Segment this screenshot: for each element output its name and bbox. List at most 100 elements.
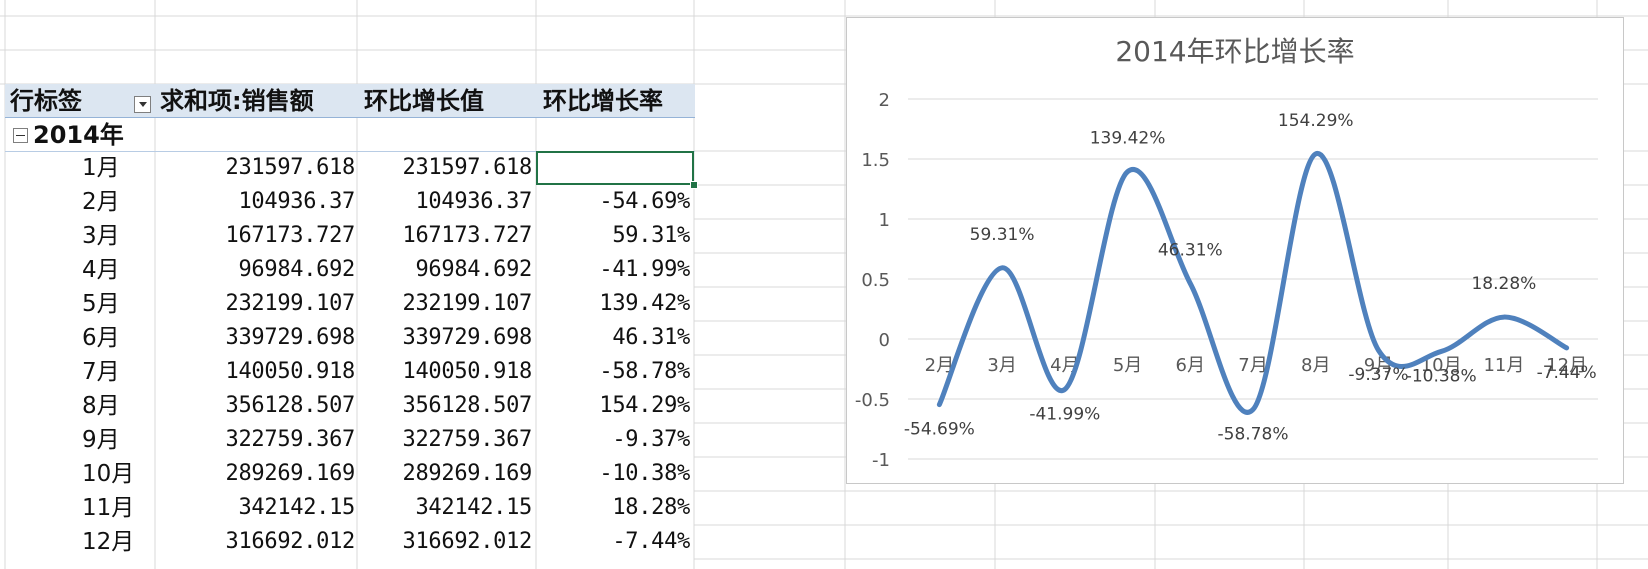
row-month[interactable]: 10月	[82, 461, 135, 487]
y-tick-label: 2	[879, 90, 890, 111]
row-sales[interactable]: 339729.698	[225, 325, 356, 350]
x-tick-label: 2月	[925, 355, 954, 376]
header-sum-sales: 求和项:销售额	[160, 87, 314, 115]
line-chart: 21.510.50-0.5-12月 3月 4月 5月 6月 7月 8月 9月 10月 11月 12月…	[855, 90, 1598, 471]
x-tick-label: 7月	[1238, 355, 1267, 376]
data-point	[1126, 170, 1130, 174]
row-sales[interactable]: 322759.367	[225, 427, 356, 452]
row-sales[interactable]: 104936.37	[238, 189, 355, 214]
row-sales[interactable]: 356128.507	[225, 393, 356, 418]
data-point	[1565, 346, 1569, 350]
data-label: -7.44%	[1537, 363, 1597, 383]
selected-cell[interactable]	[536, 151, 694, 185]
data-label: 59.31%	[970, 225, 1035, 245]
year-label: 2014年	[33, 121, 124, 149]
data-label: 139.42%	[1090, 129, 1166, 149]
row-month[interactable]: 6月	[82, 325, 120, 351]
data-label: -54.69%	[904, 420, 975, 440]
row-mom-value[interactable]: 289269.169	[402, 461, 533, 486]
x-tick-label: 6月	[1176, 355, 1205, 376]
data-point	[1439, 349, 1443, 353]
row-mom-rate[interactable]: -7.44%	[612, 529, 690, 554]
data-point	[1000, 266, 1004, 270]
row-month[interactable]: 8月	[82, 393, 120, 419]
header-row-label: 行标签	[10, 87, 82, 115]
x-tick-label: 10月	[1421, 355, 1462, 376]
x-tick-label: 8月	[1301, 355, 1330, 376]
y-tick-label: 1	[879, 210, 890, 231]
row-label-filter-dropdown-icon[interactable]	[134, 96, 151, 113]
data-point	[1251, 408, 1255, 412]
row-mom-value[interactable]: 339729.698	[402, 325, 533, 350]
data-label: -41.99%	[1029, 404, 1100, 424]
data-point	[1376, 348, 1380, 352]
data-point	[1502, 315, 1506, 319]
row-mom-value[interactable]: 316692.012	[402, 529, 533, 554]
row-mom-rate[interactable]: -54.69%	[599, 189, 690, 214]
row-month[interactable]: 5月	[82, 291, 120, 317]
data-label: -10.38%	[1406, 366, 1477, 386]
row-mom-rate[interactable]: 139.42%	[599, 291, 690, 316]
row-mom-value[interactable]: 140050.918	[402, 359, 533, 384]
row-sales[interactable]: 96984.692	[238, 257, 355, 282]
y-tick-label: 0	[879, 330, 890, 351]
x-tick-label: 12月	[1546, 355, 1587, 376]
row-sales[interactable]: 342142.15	[238, 495, 355, 520]
row-mom-rate[interactable]: 59.31%	[612, 223, 690, 248]
row-sales[interactable]: 289269.169	[225, 461, 356, 486]
row-mom-value[interactable]: 342142.15	[415, 495, 532, 520]
data-label: 46.31%	[1158, 240, 1223, 260]
row-mom-rate[interactable]: 18.28%	[612, 495, 690, 520]
data-label: -58.78%	[1218, 425, 1289, 445]
row-sales[interactable]: 316692.012	[225, 529, 356, 554]
row-month[interactable]: 12月	[82, 529, 135, 555]
header-mom-rate: 环比增长率	[543, 87, 663, 115]
y-tick-label: -0.5	[855, 390, 890, 411]
row-sales[interactable]: 231597.618	[225, 155, 356, 180]
chart-title: 2014年环比增长率	[1115, 35, 1355, 68]
row-mom-value[interactable]: 322759.367	[402, 427, 533, 452]
row-mom-value[interactable]: 356128.507	[402, 393, 533, 418]
row-mom-value[interactable]: 96984.692	[415, 257, 532, 282]
series-line	[936, 151, 1570, 415]
data-point	[937, 403, 941, 407]
x-tick-label: 5月	[1113, 355, 1142, 376]
row-mom-rate[interactable]: -58.78%	[599, 359, 690, 384]
row-month[interactable]: 2月	[82, 189, 120, 215]
row-mom-value[interactable]: 167173.727	[402, 223, 533, 248]
row-mom-value[interactable]: 232199.107	[402, 291, 533, 316]
x-tick-label: 3月	[987, 355, 1016, 376]
fill-handle[interactable]	[690, 181, 698, 189]
data-label: 154.29%	[1278, 111, 1354, 131]
data-point	[1188, 281, 1192, 285]
row-mom-rate[interactable]: -41.99%	[599, 257, 690, 282]
row-month[interactable]: 11月	[82, 495, 135, 521]
pivot-year-row	[5, 118, 695, 152]
row-month[interactable]: 7月	[82, 359, 120, 385]
row-mom-rate[interactable]: -9.37%	[612, 427, 690, 452]
row-mom-rate[interactable]: 46.31%	[612, 325, 690, 350]
row-month[interactable]: 3月	[82, 223, 120, 249]
collapse-minus-icon[interactable]	[13, 128, 28, 143]
chart-area[interactable]	[846, 17, 1624, 484]
y-tick-label: 1.5	[861, 150, 890, 171]
row-mom-value[interactable]: 104936.37	[415, 189, 532, 214]
data-point	[1063, 387, 1067, 391]
data-label: 18.28%	[1471, 274, 1536, 294]
row-month[interactable]: 1月	[82, 155, 120, 181]
row-sales[interactable]: 232199.107	[225, 291, 356, 316]
row-mom-rate[interactable]: -10.38%	[599, 461, 690, 486]
row-sales[interactable]: 167173.727	[225, 223, 356, 248]
row-month[interactable]: 9月	[82, 427, 120, 453]
y-tick-label: -1	[872, 450, 890, 471]
data-point	[1314, 152, 1318, 156]
row-month[interactable]: 4月	[82, 257, 120, 283]
row-mom-value[interactable]: 231597.618	[402, 155, 533, 180]
row-sales[interactable]: 140050.918	[225, 359, 356, 384]
row-mom-rate[interactable]: 154.29%	[599, 393, 690, 418]
y-tick-label: 0.5	[861, 270, 890, 291]
x-tick-label: 11月	[1483, 355, 1524, 376]
header-mom-value: 环比增长值	[364, 87, 484, 115]
pivot-header-row	[5, 84, 695, 118]
data-label: -9.37%	[1348, 365, 1408, 385]
